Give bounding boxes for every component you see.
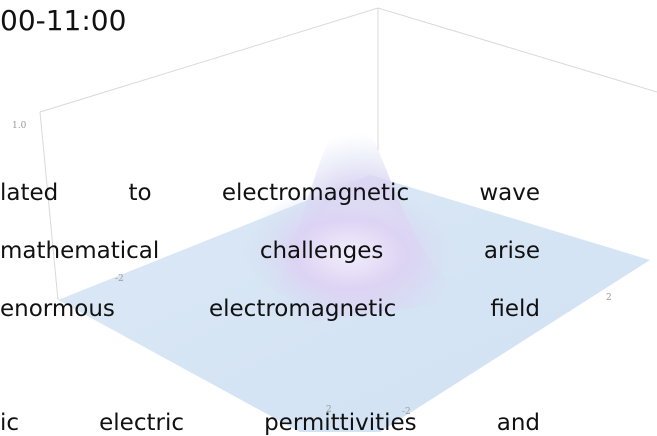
body-line: mathematical challenges arise (0, 238, 540, 264)
body-line: ic electric permittivities and (0, 410, 540, 436)
body-line: enormous electromagnetic field (0, 296, 540, 322)
body-line: lated to electromagnetic wave (0, 180, 540, 206)
plot-box (39, 7, 657, 301)
tick-label: -2 (402, 407, 411, 417)
surface-glow (240, 170, 460, 310)
title: 00-11:00 (0, 4, 127, 37)
tick-label: -2 (115, 274, 124, 284)
tick-label: 1.0 (12, 121, 27, 131)
tick-label: 2 (326, 405, 332, 415)
tick-label: 2 (606, 293, 612, 303)
